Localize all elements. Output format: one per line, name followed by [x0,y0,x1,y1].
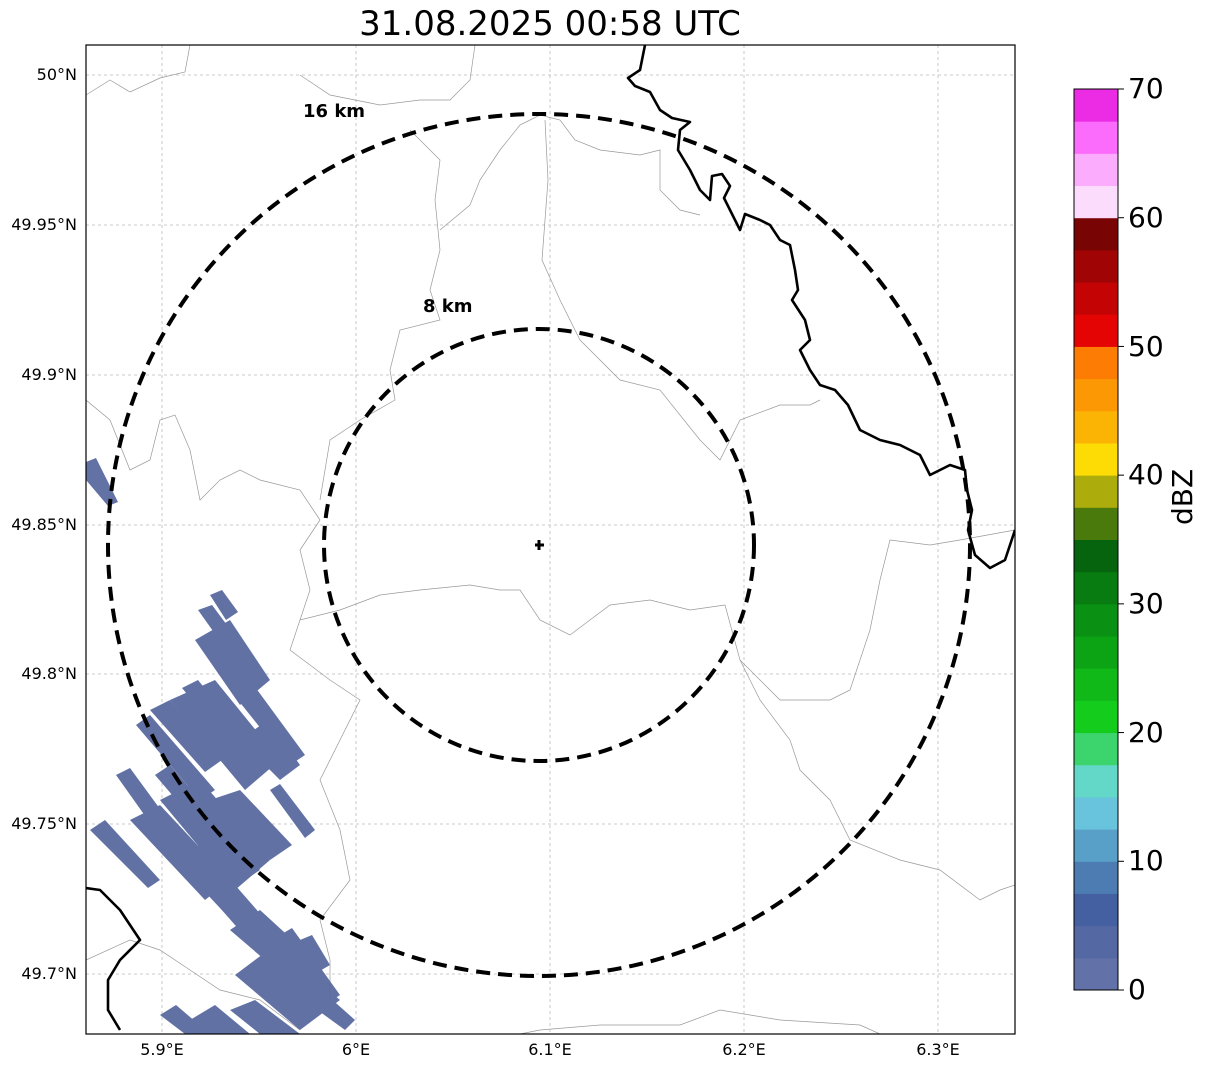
lat-tick: 49.95°N [11,215,77,234]
range-ring-16km [106,112,972,978]
colorbar-segment [1074,603,1118,637]
ring-label-16km: 16 km [303,101,365,122]
colorbar-segment [1074,925,1118,959]
colorbar-segment [1074,764,1118,798]
lat-tick: 49.8°N [21,664,77,683]
colorbar-segment [1074,153,1118,187]
colorbar-segment [1074,475,1118,508]
colorbar-segment [1074,185,1118,219]
colorbar-segment [1074,668,1118,701]
lat-tick: 50°N [36,65,77,84]
colorbar-tick: 60 [1128,201,1164,234]
plus-icon [535,540,544,550]
colorbar-segment [1074,636,1118,669]
lat-tick: 49.7°N [21,964,77,983]
colorbar-tick: 20 [1128,716,1164,749]
admin-boundaries [86,45,1015,1034]
range-ring-8km [322,327,756,763]
lat-tick: 49.75°N [11,814,77,833]
colorbar-segment [1074,893,1118,927]
lon-tick: 6.3°E [916,1040,960,1059]
lon-tick: 6°E [341,1040,371,1059]
colorbar-tick: 30 [1128,587,1164,620]
colorbar-segment [1074,314,1118,347]
colorbar-tick: 0 [1128,973,1146,1006]
lon-tick: 6.2°E [722,1040,766,1059]
colorbar-segment [1074,861,1118,894]
colorbar-segment [1074,378,1118,412]
radar-echoes [86,458,355,1034]
colorbar-tick: 10 [1128,844,1164,877]
colorbar-segment [1074,700,1118,734]
colorbar-tick: 50 [1128,330,1164,363]
national-borders [86,45,1015,1031]
colorbar-segment [1074,539,1118,573]
colorbar-segment [1074,410,1118,444]
colorbar-segment [1074,121,1118,154]
colorbar-segment [1074,442,1118,476]
map-title: 31.08.2025 00:58 UTC [359,4,741,44]
colorbar-segment [1074,957,1118,991]
plot-frame [85,44,1016,1035]
lon-tick: 5.9°E [140,1040,184,1059]
colorbar-segment [1074,796,1118,830]
colorbar-segment [1074,829,1118,862]
colorbar-segment [1074,346,1118,380]
colorbar-segment [1074,89,1118,122]
colorbar-segment [1074,282,1118,315]
colorbar-frame [1073,88,1119,991]
colorbar-tick: 70 [1128,72,1164,105]
colorbar-segment [1074,249,1118,283]
range-rings [106,112,972,978]
colorbar-tick: 40 [1128,458,1164,491]
lat-tick: 49.9°N [21,365,77,384]
colorbar-label: dBZ [1166,468,1199,525]
colorbar-segment [1074,571,1118,605]
colorbar [1073,88,1124,991]
lon-tick: 6.1°E [528,1040,572,1059]
colorbar-segment [1074,732,1118,766]
gridlines [86,45,1015,1034]
colorbar-segment [1074,507,1118,540]
colorbar-segment [1074,217,1118,251]
lat-tick: 49.85°N [11,515,77,534]
ring-label-8km: 8 km [423,296,473,317]
